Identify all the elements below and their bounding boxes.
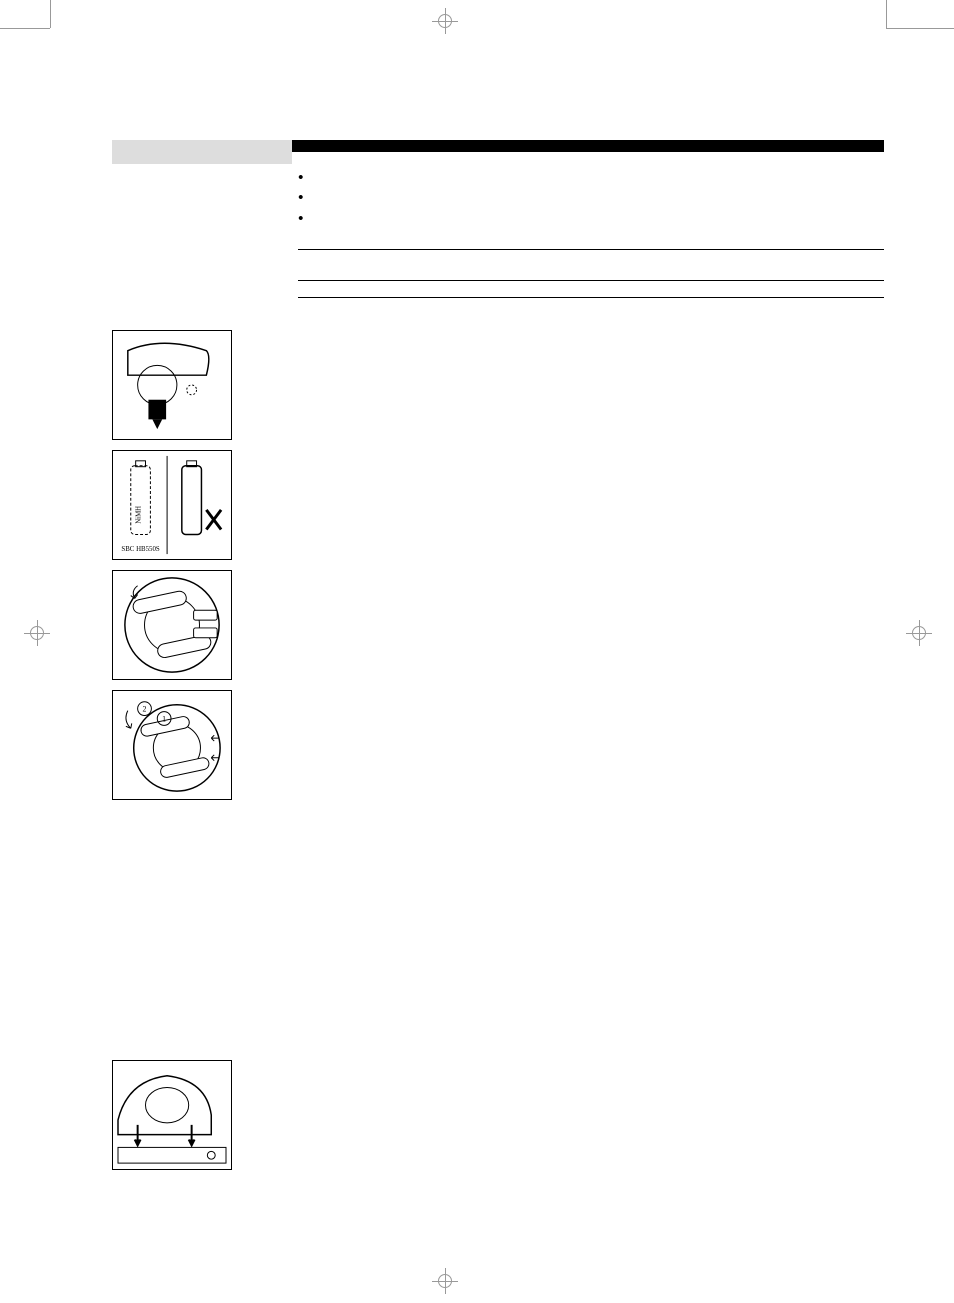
nimh-label: NiMH: [136, 506, 143, 524]
illustration-step8: [112, 1060, 232, 1170]
register-mark-bottom: [432, 1268, 458, 1294]
bullet-item: [298, 188, 884, 208]
register-mark-left: [24, 620, 50, 646]
section-title-bar: [292, 140, 884, 152]
register-mark-top: [432, 8, 458, 34]
illustration-step1: [112, 330, 232, 440]
svg-text:1: 1: [162, 714, 166, 723]
divider: [298, 280, 884, 281]
crop-mark: [50, 0, 51, 28]
battery-model: SBC HB550S: [121, 546, 159, 553]
register-mark-right: [906, 620, 932, 646]
crop-mark: [886, 28, 954, 29]
svg-text:2: 2: [143, 705, 147, 714]
divider: [298, 297, 884, 298]
important-bullets: [298, 168, 884, 229]
crop-mark: [886, 0, 887, 28]
crop-mark: [0, 28, 50, 29]
sidebar-accent: [112, 140, 292, 164]
illustration-step3: [112, 570, 232, 680]
divider: [298, 249, 884, 250]
bullet-item: [298, 168, 884, 188]
page-header: [112, 85, 116, 101]
illustration-step4: 21: [112, 690, 232, 800]
illustration-step2: NiMH SBC HB550S: [112, 450, 232, 560]
bullet-item: [298, 209, 884, 229]
